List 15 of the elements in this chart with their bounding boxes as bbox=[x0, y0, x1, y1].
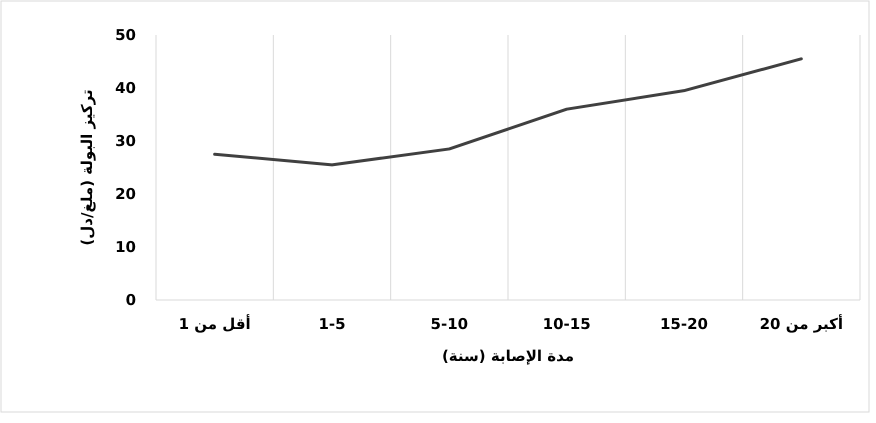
x-tick-label: أقل من 1 bbox=[178, 314, 251, 333]
x-tick-label: 1-5 bbox=[318, 315, 346, 333]
y-axis-title: تركيز البولة (ملغ/دل) bbox=[78, 89, 96, 246]
y-tick-label: 40 bbox=[115, 79, 136, 97]
x-tick-label: 15-20 bbox=[660, 315, 708, 333]
y-tick-label: 30 bbox=[115, 132, 136, 150]
y-tick-label: 50 bbox=[115, 26, 136, 44]
y-tick-label: 0 bbox=[126, 291, 136, 309]
x-tick-label: 5-10 bbox=[430, 315, 468, 333]
y-tick-label: 10 bbox=[115, 238, 136, 256]
x-tick-label: أكبر من 20 bbox=[760, 314, 844, 333]
x-axis-title: مدة الإصابة (سنة) bbox=[442, 347, 574, 365]
x-tick-label: 10-15 bbox=[542, 315, 591, 333]
line-series bbox=[213, 57, 803, 166]
y-tick-label: 20 bbox=[115, 185, 136, 203]
